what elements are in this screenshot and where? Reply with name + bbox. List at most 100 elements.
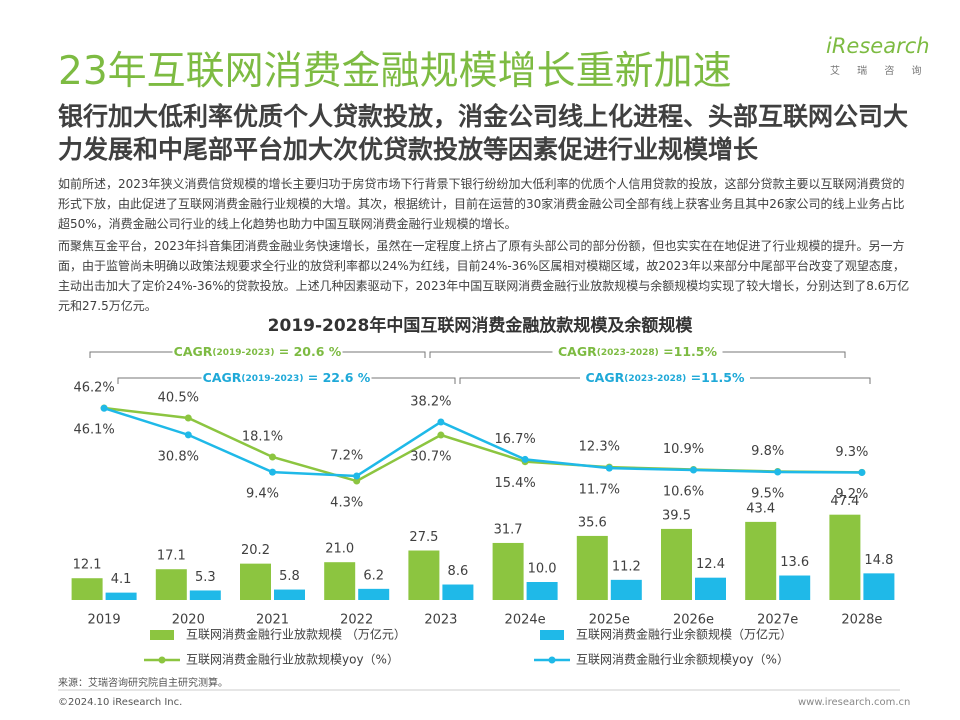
line-point	[353, 477, 361, 485]
line-point	[437, 418, 445, 426]
legend-swatch	[158, 656, 166, 664]
line-value-label: 7.2%	[330, 448, 363, 463]
paragraph: 如前所述，2023年狭义消费信贷规模的增长主要归功于房贷市场下行背景下银行纷纷加…	[58, 177, 905, 231]
line-value-label: 46.1%	[73, 423, 114, 438]
x-tick-label: 2023	[424, 613, 457, 628]
x-tick-label: 2025e	[589, 613, 630, 628]
bar	[71, 578, 103, 600]
bar	[105, 592, 137, 600]
legend-swatch	[150, 630, 174, 640]
bar	[240, 563, 271, 600]
bar	[745, 521, 777, 600]
cagr-label: CAGR(2019-2023) = 22.6 %	[203, 370, 371, 385]
bar-value-label: 11.2	[612, 559, 641, 574]
line	[103, 407, 862, 478]
line-value-label: 18.1%	[242, 429, 283, 444]
line-value-label: 9.4%	[246, 487, 279, 502]
cagr-part: CAGR	[203, 370, 242, 385]
line-value-label: 30.8%	[158, 449, 199, 464]
line-point	[858, 468, 866, 476]
line-point	[184, 414, 192, 422]
cagr-part: =11.5%	[659, 344, 718, 359]
bar	[829, 514, 861, 600]
bar	[189, 590, 221, 600]
bar-value-label: 14.8	[864, 553, 893, 568]
line-value-label: 9.8%	[751, 444, 784, 459]
bar	[442, 584, 474, 600]
line-point	[690, 466, 697, 474]
line-point	[184, 431, 192, 439]
line-point	[100, 404, 108, 412]
cagr-label: CAGR(2023-2028) =11.5%	[586, 370, 745, 385]
chart-title: 2019-2028年中国互联网消费金融放款规模及余额规模	[268, 315, 694, 336]
slide-title: 23年互联网消费金融规模增长重新加速	[58, 49, 732, 94]
x-tick-label: 2024e	[505, 613, 546, 628]
bar-value-label: 27.5	[409, 530, 438, 545]
cagr-part: CAGR	[558, 344, 597, 359]
bar	[576, 535, 608, 600]
cagr-part: (2023-2028)	[597, 348, 659, 358]
bar	[695, 577, 726, 600]
bar	[274, 589, 305, 600]
bracket	[459, 377, 871, 384]
line-value-label: 9.2%	[835, 487, 868, 502]
line-value-label: 9.3%	[835, 445, 868, 460]
legend-swatch	[548, 656, 556, 664]
cagr-part: CAGR	[174, 344, 213, 359]
line-value-label: 12.3%	[579, 440, 620, 455]
bar-value-label: 47.4	[830, 494, 859, 509]
bar	[610, 579, 642, 600]
line-value-label: 15.4%	[494, 476, 535, 491]
line-point	[437, 431, 445, 439]
x-tick-label: 2019	[88, 613, 121, 628]
legend-label: 互联网消费金融行业余额规模（万亿元）	[576, 627, 792, 642]
bar-value-label: 31.7	[494, 522, 523, 537]
bar-value-label: 6.2	[363, 568, 384, 583]
line-point	[353, 472, 361, 480]
bar-value-label: 43.4	[746, 501, 775, 516]
bar	[492, 542, 524, 600]
bar	[661, 528, 692, 600]
line-value-label: 30.7%	[410, 450, 451, 465]
bar	[408, 550, 440, 600]
line-value-label: 46.2%	[73, 381, 114, 396]
cagr-label: CAGR(2019-2023) = 20.6 %	[174, 344, 342, 359]
cagr-part: = 22.6 %	[303, 370, 370, 385]
cagr-part: CAGR	[586, 370, 625, 385]
x-tick-label: 2028e	[841, 613, 882, 628]
line-point	[269, 468, 276, 476]
bar	[863, 573, 895, 600]
subtitle: 银行加大低利率优质个人贷款投放，消金公司线上化进程、头部互联网公司大力发展和中尾…	[58, 102, 909, 164]
cagr-part: = 20.6 %	[274, 344, 341, 359]
bar-value-label: 13.6	[780, 555, 809, 570]
bar-value-label: 35.6	[578, 515, 607, 530]
cagr-part: (2019-2023)	[241, 374, 303, 384]
line-point	[521, 455, 529, 463]
bar-value-label: 8.6	[448, 564, 469, 579]
cagr-label: CAGR(2023-2028) =11.5%	[558, 344, 717, 359]
x-tick-label: 2027e	[757, 613, 798, 628]
cagr-part: (2019-2023)	[212, 348, 274, 358]
logo: iResearch	[826, 34, 930, 58]
x-tick-label: 2021	[256, 613, 289, 628]
line-value-label: 40.5%	[158, 390, 199, 405]
line-value-label: 16.7%	[494, 432, 535, 447]
bracket	[89, 351, 426, 358]
bar-value-label: 5.8	[279, 569, 300, 584]
bar-value-label: 4.1	[111, 572, 132, 587]
bar	[358, 588, 390, 600]
bar-value-label: 12.4	[696, 557, 725, 572]
bar-value-label: 12.1	[73, 558, 102, 573]
bar-value-label: 20.2	[241, 543, 270, 558]
line-point	[269, 453, 276, 461]
bar-value-label: 17.1	[157, 549, 186, 564]
x-tick-label: 2022	[340, 613, 373, 628]
x-tick-label: 2020	[172, 613, 205, 628]
line-value-label: 11.7%	[579, 483, 620, 498]
legend-label: 互联网消费金融行业放款规模yoy（%）	[186, 652, 399, 667]
logo-cn: 艾 瑞 咨 询	[830, 66, 929, 77]
bar-value-label: 10.0	[528, 562, 557, 577]
copyright: ©2024.10 iResearch Inc.	[58, 697, 183, 708]
